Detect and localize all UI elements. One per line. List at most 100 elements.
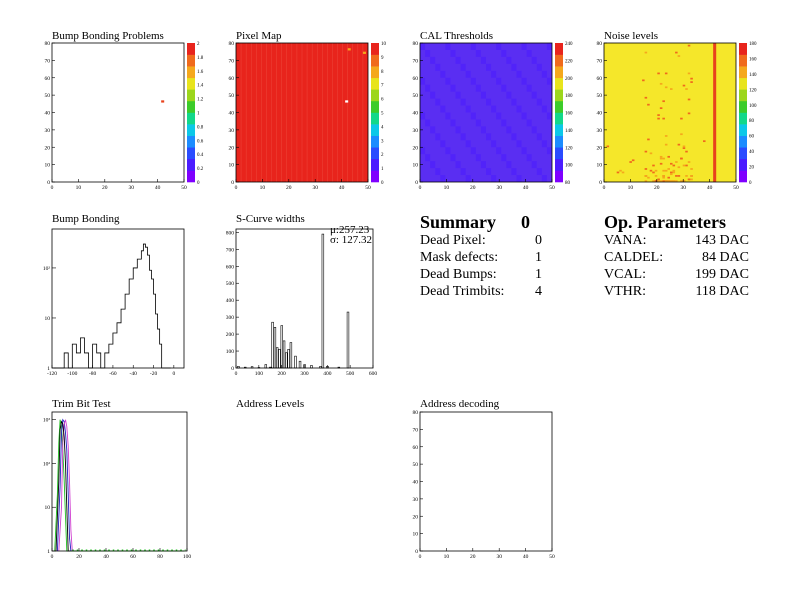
scurve-ytick-label: 0 bbox=[231, 366, 234, 372]
noise-hot-pixel bbox=[659, 107, 663, 110]
cal-thresholds-cell bbox=[491, 140, 497, 148]
cal-thresholds-xtick-label: 10 bbox=[444, 185, 450, 191]
noise-hot-pixel bbox=[657, 114, 660, 116]
cal-thresholds-cell bbox=[521, 77, 527, 85]
scurve-ytick-label: 100 bbox=[226, 349, 235, 355]
summary-heading: Summary 0 bbox=[420, 212, 542, 233]
cal-thresholds-ytick-label: 0 bbox=[415, 180, 418, 186]
noise-hot-pixel bbox=[670, 180, 673, 182]
cal-thresholds-cell bbox=[506, 91, 512, 99]
summary-row: Mask defects: 1 bbox=[420, 250, 542, 267]
noise-hot-pixel bbox=[675, 51, 678, 54]
cal-thresholds-cell bbox=[526, 49, 532, 57]
bump-problems-frame bbox=[51, 42, 185, 183]
bump-problems-colorbar-segment bbox=[187, 54, 195, 67]
cal-thresholds-cell bbox=[435, 98, 441, 106]
address-levels-title: Address Levels bbox=[236, 398, 305, 410]
op-param-value: 118 DAC bbox=[695, 284, 749, 299]
pixel-map-colorbar-segment bbox=[371, 54, 379, 67]
bump-problems-colorbar-label: 0.4 bbox=[197, 153, 204, 158]
noise-hot-pixel bbox=[606, 145, 610, 148]
bump-problems-xtick-label: 20 bbox=[102, 185, 108, 191]
noise-hot-pixel bbox=[664, 135, 668, 137]
cal-thresholds-cell bbox=[440, 140, 446, 148]
cal-thresholds-cell bbox=[465, 105, 471, 113]
cal-thresholds-colorbar-label: 180 bbox=[565, 94, 573, 99]
bump-problems-xtick-label: 50 bbox=[181, 185, 187, 191]
address-decoding-title: Address decoding bbox=[420, 398, 500, 410]
noise-hot-pixel bbox=[657, 72, 660, 75]
bump-bonding-series bbox=[54, 243, 171, 369]
cal-thresholds-cell bbox=[541, 70, 547, 78]
summary-block: Summary 0 Dead Pixel: 0 Mask defects: 1 De… bbox=[420, 212, 542, 301]
cal-thresholds-cell bbox=[425, 49, 431, 57]
pixel-map-colorbar-segment bbox=[371, 100, 379, 113]
bump-problems-ytick-label: 40 bbox=[45, 111, 51, 117]
cal-thresholds-ytick-label: 30 bbox=[413, 128, 419, 134]
noise-hot-pixel bbox=[631, 159, 635, 162]
scurve-ytick-label: 300 bbox=[226, 315, 235, 321]
cal-thresholds-colorbar-segment bbox=[555, 170, 563, 183]
noise-hot-pixel bbox=[682, 164, 686, 167]
cal-thresholds-cell bbox=[460, 168, 466, 176]
scurve-bar bbox=[275, 347, 279, 369]
bump-problems-ytick-label: 20 bbox=[45, 145, 51, 151]
summary-title: Summary bbox=[420, 212, 496, 232]
noise-hot-pixel bbox=[680, 157, 683, 160]
cal-thresholds-cell bbox=[486, 98, 492, 106]
noise-levels-colorbar-segment bbox=[739, 135, 747, 148]
cal-thresholds-colorbar-label: 120 bbox=[565, 146, 573, 151]
trim-bit-ytick-label: 1 bbox=[47, 549, 50, 555]
summary-row: Dead Trimbits: 4 bbox=[420, 284, 542, 301]
trim-bit-frame bbox=[51, 411, 188, 552]
noise-hot-pixel bbox=[685, 164, 688, 167]
noise-hot-pixel bbox=[677, 55, 681, 57]
cal-thresholds-cell bbox=[480, 56, 486, 64]
cal-thresholds-cell bbox=[460, 63, 466, 71]
cal-thresholds-ytick-label: 70 bbox=[413, 58, 419, 64]
pixel-map-colorbar-label: 5 bbox=[381, 112, 384, 117]
bump-problems-colorbar-segment bbox=[187, 124, 195, 136]
cal-thresholds-colorbar-segment bbox=[555, 124, 563, 136]
cal-thresholds-cell bbox=[470, 112, 476, 120]
trim-bit-ytick-label: 10³ bbox=[43, 418, 51, 424]
cal-thresholds-colorbar-segment bbox=[555, 66, 563, 79]
cal-thresholds-cell bbox=[460, 133, 466, 141]
noise-levels-colorbar-segment bbox=[739, 54, 747, 67]
cal-thresholds-colorbar-label: 240 bbox=[565, 42, 573, 47]
bump-problems-colorbar-label: 1.4 bbox=[197, 84, 204, 89]
cal-thresholds-cell bbox=[496, 112, 502, 120]
noise-hot-pixel bbox=[664, 169, 668, 172]
address-decoding-ytick-label: 10 bbox=[413, 532, 419, 538]
cal-thresholds-cell bbox=[526, 119, 532, 127]
scurve-ytick-label: 800 bbox=[226, 230, 235, 236]
cal-thresholds-cell bbox=[455, 91, 461, 99]
cal-thresholds-cell bbox=[496, 43, 502, 50]
noise-hot-pixel bbox=[677, 166, 681, 169]
pixel-map-xtick-label: 50 bbox=[365, 185, 371, 191]
pixel-map-ytick-label: 40 bbox=[229, 111, 235, 117]
noise-hot-pixel bbox=[675, 161, 678, 163]
pixel-map-colorbar-segment bbox=[371, 89, 379, 102]
noise-hot-pixel bbox=[649, 152, 653, 155]
noise-hot-pixel bbox=[670, 173, 673, 176]
scurve-xtick-label: 500 bbox=[346, 371, 355, 377]
address-decoding-ytick-label: 70 bbox=[413, 427, 419, 433]
noise-hot-pixel bbox=[664, 180, 668, 182]
scurve-stat-sigma: σ: 127.32 bbox=[330, 234, 372, 246]
op-param-label: CALDEL: bbox=[604, 250, 664, 265]
noise-hot-pixel bbox=[690, 81, 693, 83]
noise-levels-ytick-label: 50 bbox=[597, 93, 603, 99]
pixel-map-ytick-label: 70 bbox=[229, 58, 235, 64]
noise-hot-pixel bbox=[649, 169, 653, 172]
scurve-widths-title: S-Curve widths bbox=[236, 213, 305, 225]
noise-hot-pixel bbox=[682, 147, 686, 149]
noise-hot-pixel bbox=[672, 171, 676, 174]
trim-bit-series bbox=[56, 418, 72, 552]
noise-hot-pixel bbox=[685, 88, 688, 90]
cal-thresholds-colorbar-segment bbox=[555, 147, 563, 160]
op-param-row: VTHR: 118 DAC bbox=[604, 284, 749, 301]
noise-hot-pixel bbox=[680, 133, 683, 136]
trim-bit-xtick-label: 20 bbox=[76, 554, 82, 560]
address-decoding-frame bbox=[419, 411, 553, 552]
